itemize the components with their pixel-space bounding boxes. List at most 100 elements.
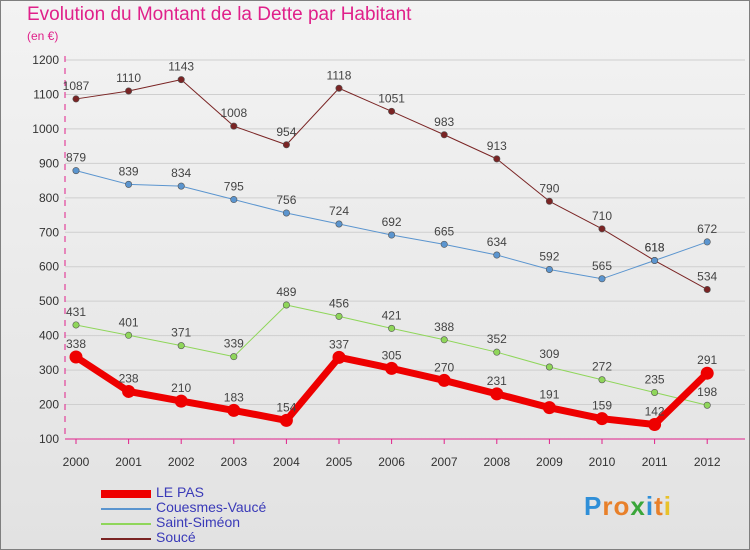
data-point-souce <box>177 76 185 84</box>
data-label-couesmes-vauce: 592 <box>539 249 559 263</box>
data-point-couesmes-vauce <box>125 180 133 188</box>
x-tick-label: 2005 <box>326 455 353 469</box>
data-label-saint-simeon: 352 <box>487 332 507 346</box>
data-point-couesmes-vauce <box>440 240 448 248</box>
data-point-saint-simeon <box>703 401 711 409</box>
logo-letter: i <box>645 491 655 521</box>
x-tick-label: 2011 <box>642 455 668 469</box>
data-label-saint-simeon: 309 <box>539 347 559 361</box>
data-label-couesmes-vauce: 665 <box>434 224 454 238</box>
y-tick-label: 100 <box>39 432 59 446</box>
legend-swatch <box>101 522 151 525</box>
data-label-le-pas: 238 <box>119 371 139 385</box>
data-point-saint-simeon <box>598 376 606 384</box>
data-point-couesmes-vauce <box>335 220 343 228</box>
data-label-souce: 790 <box>539 181 559 195</box>
data-label-saint-simeon: 401 <box>119 315 139 329</box>
data-label-le-pas: 337 <box>329 337 349 351</box>
legend-swatch <box>101 489 151 498</box>
x-tick-label: 2004 <box>273 455 300 469</box>
x-tick-label: 2009 <box>536 455 563 469</box>
data-point-le-pas <box>490 387 504 401</box>
data-point-le-pas <box>542 401 556 415</box>
data-point-le-pas <box>227 403 241 417</box>
data-label-souce: 1143 <box>168 60 194 74</box>
data-point-couesmes-vauce <box>598 275 606 283</box>
data-label-souce: 1110 <box>116 71 141 85</box>
data-label-souce: 913 <box>487 139 507 153</box>
data-label-souce: 618 <box>645 241 665 255</box>
data-label-souce: 1087 <box>63 79 90 93</box>
data-label-couesmes-vauce: 834 <box>171 166 191 180</box>
data-label-couesmes-vauce: 618 <box>645 241 665 255</box>
data-label-couesmes-vauce: 839 <box>119 164 139 178</box>
data-point-le-pas <box>648 418 662 432</box>
data-point-saint-simeon <box>335 312 343 320</box>
data-label-saint-simeon: 388 <box>434 320 454 334</box>
data-label-saint-simeon: 456 <box>329 296 349 310</box>
data-label-couesmes-vauce: 795 <box>224 180 244 194</box>
x-tick-label: 2008 <box>483 455 510 469</box>
data-label-le-pas: 183 <box>224 390 244 404</box>
data-label-saint-simeon: 431 <box>66 305 86 319</box>
data-label-saint-simeon: 235 <box>645 372 665 386</box>
data-point-couesmes-vauce <box>230 196 238 204</box>
x-tick-label: 2001 <box>115 455 142 469</box>
data-point-couesmes-vauce <box>177 182 185 190</box>
y-tick-label: 1000 <box>32 122 59 136</box>
data-point-couesmes-vauce <box>72 167 80 175</box>
x-tick-label: 2000 <box>63 455 90 469</box>
y-tick-label: 700 <box>39 225 59 239</box>
data-point-le-pas <box>385 361 399 375</box>
data-label-souce: 710 <box>592 209 612 223</box>
data-point-couesmes-vauce <box>545 265 553 273</box>
data-point-le-pas <box>69 350 83 364</box>
data-label-couesmes-vauce: 672 <box>697 222 717 236</box>
legend-label: Couesmes-Vaucé <box>156 499 267 515</box>
data-label-le-pas: 142 <box>645 405 665 419</box>
data-point-saint-simeon <box>388 324 396 332</box>
data-label-saint-simeon: 371 <box>171 326 191 340</box>
x-tick-label: 2010 <box>589 455 616 469</box>
data-point-le-pas <box>279 413 293 427</box>
data-point-saint-simeon <box>125 331 133 339</box>
legend-swatch <box>101 537 151 540</box>
data-point-le-pas <box>174 394 188 408</box>
data-point-couesmes-vauce <box>703 238 711 246</box>
data-label-saint-simeon: 489 <box>276 285 296 299</box>
y-tick-label: 600 <box>39 260 59 274</box>
data-point-le-pas <box>437 373 451 387</box>
data-point-le-pas <box>332 350 346 364</box>
x-tick-label: 2007 <box>431 455 458 469</box>
data-label-couesmes-vauce: 634 <box>487 235 507 249</box>
y-tick-label: 400 <box>39 329 59 343</box>
y-tick-label: 800 <box>39 191 59 205</box>
data-point-couesmes-vauce <box>493 251 501 259</box>
data-point-souce <box>440 131 448 139</box>
data-point-saint-simeon <box>282 301 290 309</box>
legend-label: Soucé <box>156 529 196 545</box>
data-label-souce: 1008 <box>220 106 247 120</box>
data-point-le-pas <box>595 412 609 426</box>
data-label-le-pas: 191 <box>539 388 559 402</box>
y-tick-label: 1200 <box>32 53 59 67</box>
y-tick-label: 500 <box>39 294 59 308</box>
data-point-le-pas <box>700 366 714 380</box>
data-point-le-pas <box>122 384 136 398</box>
data-point-saint-simeon <box>651 388 659 396</box>
data-point-saint-simeon <box>230 353 238 361</box>
data-point-souce <box>493 155 501 163</box>
proxiti-logo: Proxiti <box>584 491 672 522</box>
data-label-couesmes-vauce: 692 <box>382 215 402 229</box>
data-point-souce <box>335 84 343 92</box>
logo-letter: P <box>584 491 603 521</box>
data-point-souce <box>545 197 553 205</box>
data-label-saint-simeon: 421 <box>382 308 402 322</box>
data-label-souce: 534 <box>697 269 717 283</box>
chart-unit-label: (en €) <box>27 29 59 43</box>
x-tick-label: 2003 <box>220 455 247 469</box>
chart-title: Evolution du Montant de la Dette par Hab… <box>27 4 412 25</box>
data-label-le-pas: 338 <box>66 337 86 351</box>
data-label-le-pas: 210 <box>171 381 191 395</box>
